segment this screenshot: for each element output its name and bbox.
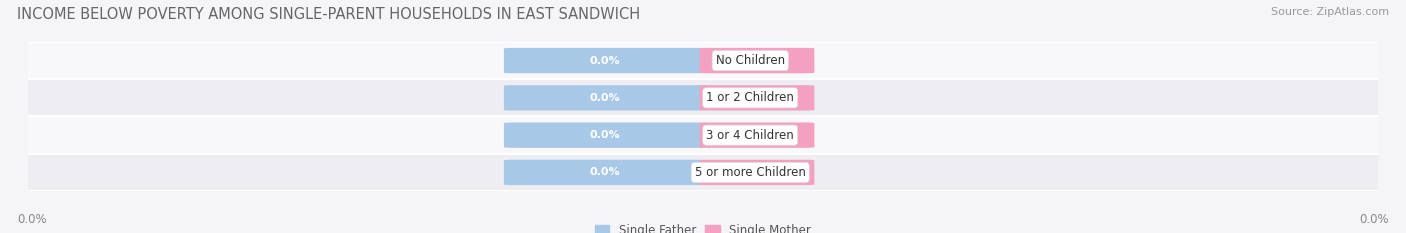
Text: 0.0%: 0.0% (742, 168, 772, 177)
FancyBboxPatch shape (700, 123, 814, 148)
Text: 0.0%: 0.0% (591, 130, 620, 140)
Bar (28, 42, 1378, 79)
Text: No Children: No Children (716, 54, 785, 67)
Text: Source: ZipAtlas.com: Source: ZipAtlas.com (1271, 7, 1389, 17)
FancyBboxPatch shape (503, 48, 706, 73)
Text: 0.0%: 0.0% (1360, 213, 1389, 226)
FancyBboxPatch shape (700, 48, 814, 73)
Text: INCOME BELOW POVERTY AMONG SINGLE-PARENT HOUSEHOLDS IN EAST SANDWICH: INCOME BELOW POVERTY AMONG SINGLE-PARENT… (17, 7, 640, 22)
Text: 0.0%: 0.0% (742, 93, 772, 103)
FancyBboxPatch shape (700, 85, 814, 110)
Text: 0.0%: 0.0% (742, 130, 772, 140)
Bar (28, 79, 1378, 116)
Legend: Single Father, Single Mother: Single Father, Single Mother (591, 219, 815, 233)
FancyBboxPatch shape (503, 85, 706, 110)
FancyBboxPatch shape (503, 160, 706, 185)
Text: 0.0%: 0.0% (591, 168, 620, 177)
FancyBboxPatch shape (503, 123, 706, 148)
Bar (28, 154, 1378, 191)
FancyBboxPatch shape (700, 160, 814, 185)
Text: 0.0%: 0.0% (742, 56, 772, 65)
Text: 5 or more Children: 5 or more Children (695, 166, 806, 179)
Bar (28, 116, 1378, 154)
Text: 1 or 2 Children: 1 or 2 Children (706, 91, 794, 104)
Text: 3 or 4 Children: 3 or 4 Children (706, 129, 794, 142)
Text: 0.0%: 0.0% (591, 93, 620, 103)
Text: 0.0%: 0.0% (591, 56, 620, 65)
Text: 0.0%: 0.0% (17, 213, 46, 226)
